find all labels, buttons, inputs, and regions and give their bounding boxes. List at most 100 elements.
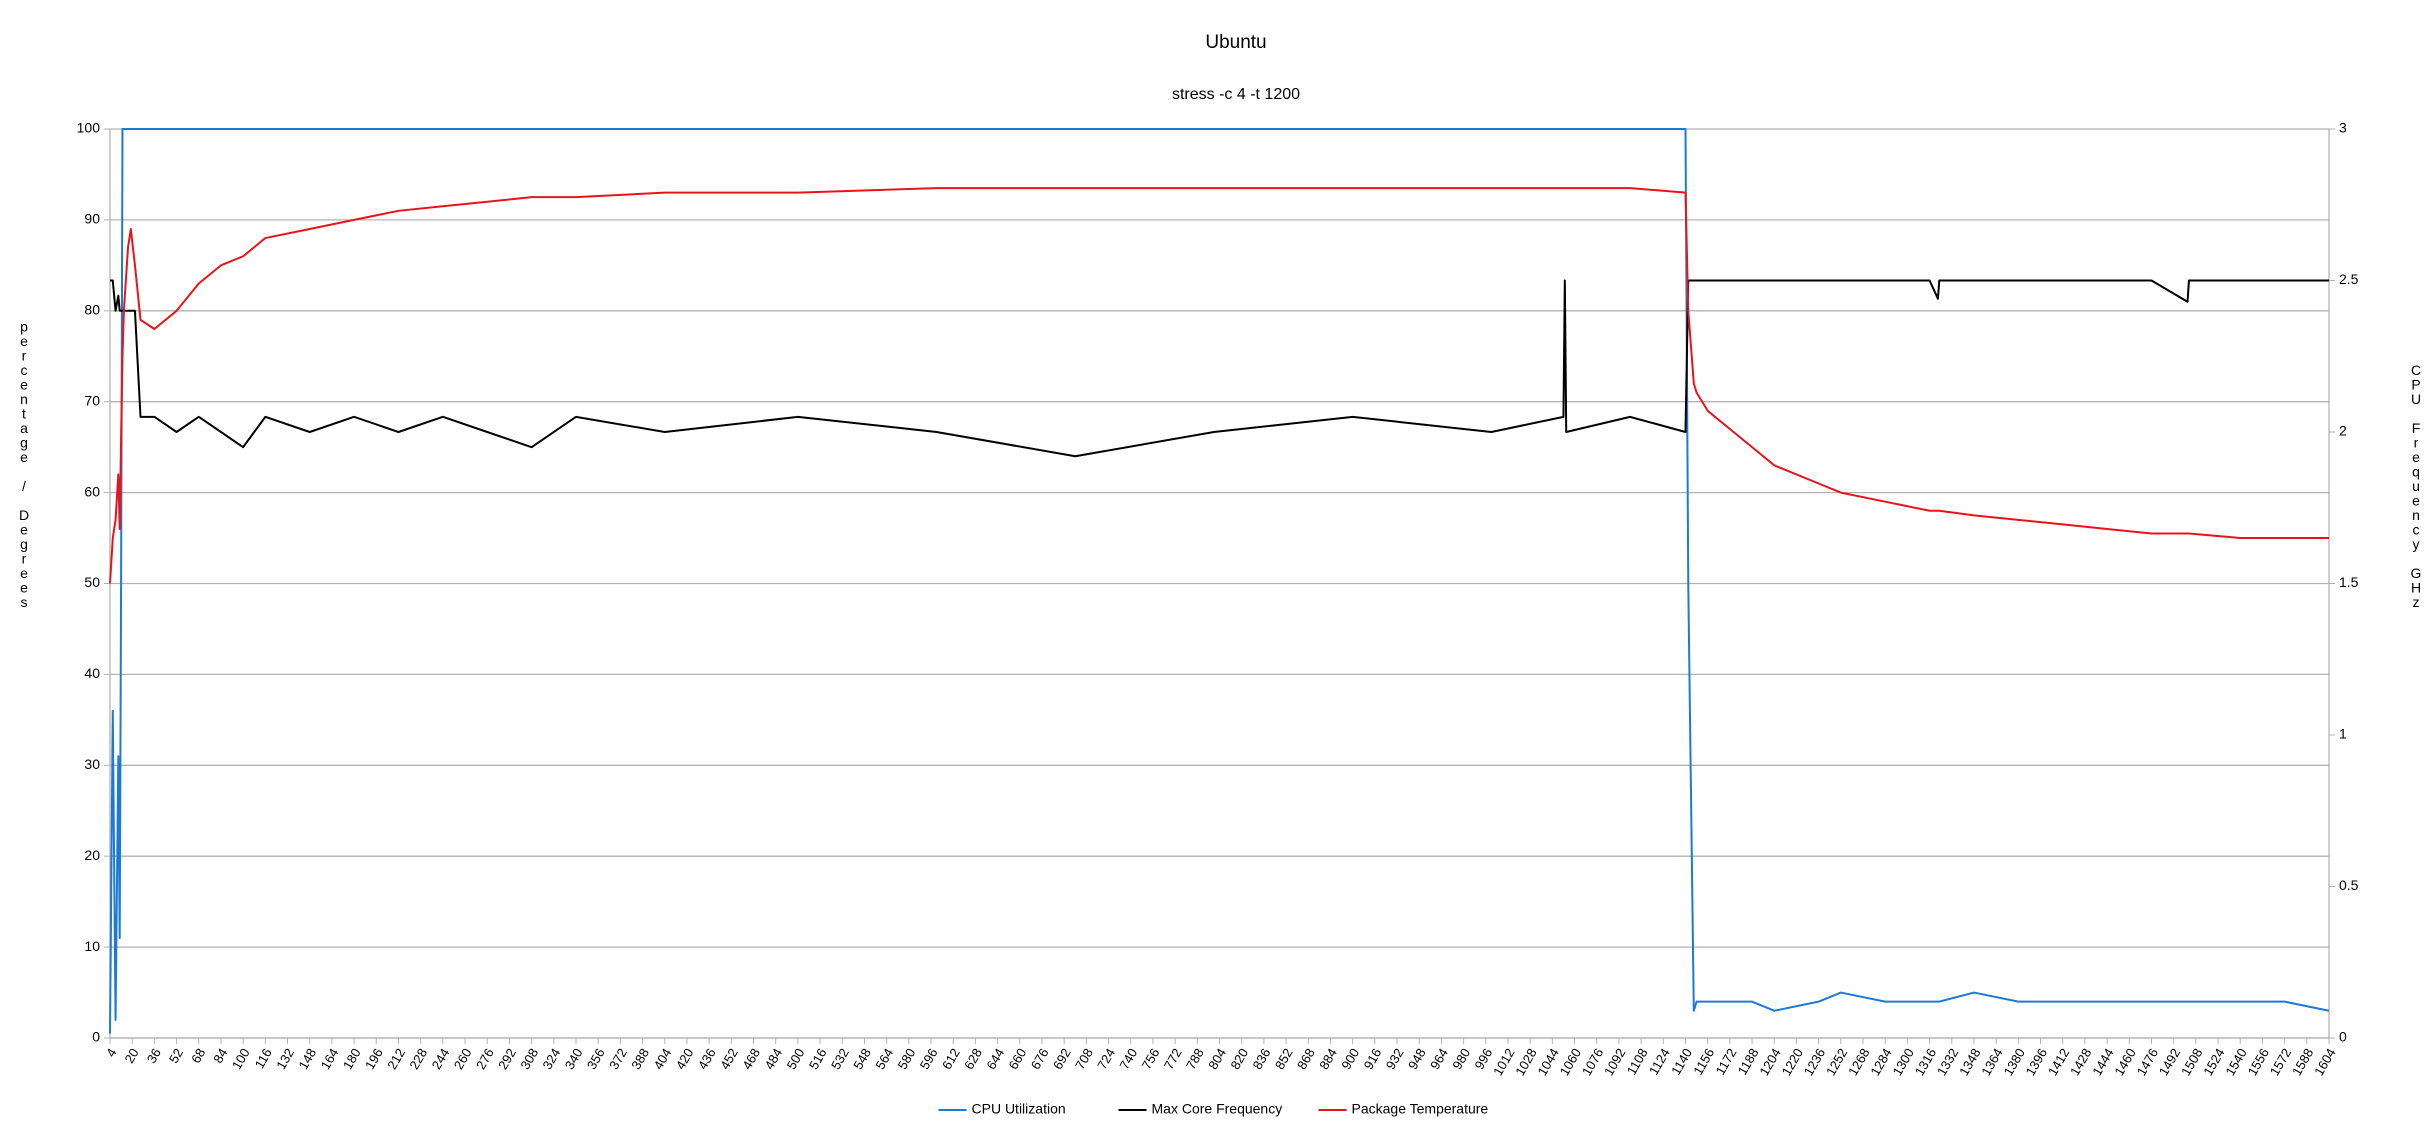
x-tick-label: 772 (1161, 1046, 1185, 1072)
x-tick-label: 1444 (2089, 1046, 2116, 1079)
x-tick-label: 1508 (2178, 1046, 2205, 1079)
x-tick-label: 1028 (1512, 1046, 1539, 1079)
x-tick-label: 724 (1094, 1046, 1118, 1072)
series-line (110, 279, 2329, 458)
x-tick-label: 500 (784, 1046, 808, 1072)
y-tick-label: 0 (92, 1029, 100, 1045)
x-tick-label: 820 (1227, 1046, 1251, 1072)
x-tick-label: 612 (939, 1046, 963, 1072)
x-tick-label: 644 (983, 1046, 1007, 1072)
x-tick-label: 340 (562, 1046, 586, 1072)
y2-tick-label: 1 (2339, 726, 2347, 742)
x-tick-label: 404 (650, 1046, 674, 1072)
x-tick-label: 1236 (1801, 1046, 1828, 1079)
x-tick-label: 1188 (1735, 1046, 1762, 1078)
x-tick-label: 1252 (1823, 1046, 1850, 1079)
legend-label: Package Temperature (1352, 1101, 1489, 1117)
x-tick-label: 468 (739, 1046, 763, 1072)
y2-tick-label: 3 (2339, 120, 2347, 136)
x-tick-label: 244 (429, 1046, 453, 1072)
series-line (109, 187, 2329, 584)
x-tick-label: 564 (872, 1046, 896, 1072)
x-tick-label: 68 (188, 1046, 208, 1066)
x-tick-label: 948 (1405, 1046, 1429, 1072)
legend-label: Max Core Frequency (1152, 1101, 1283, 1117)
series-line (109, 128, 2330, 1034)
x-tick-label: 436 (695, 1046, 719, 1072)
x-tick-label: 228 (406, 1046, 430, 1072)
x-tick-label: 1492 (2156, 1046, 2183, 1079)
x-tick-label: 1556 (2245, 1046, 2272, 1079)
x-tick-label: 756 (1139, 1046, 1163, 1072)
x-tick-label: 356 (584, 1046, 608, 1072)
legend-label: CPU Utilization (972, 1101, 1066, 1117)
x-tick-label: 1572 (2267, 1046, 2294, 1079)
x-tick-label: 516 (806, 1046, 830, 1072)
x-tick-label: 916 (1361, 1046, 1385, 1072)
y2-tick-label: 1.5 (2339, 574, 2359, 590)
x-tick-label: 676 (1028, 1046, 1052, 1072)
x-tick-label: 1204 (1756, 1046, 1783, 1079)
y-tick-label: 90 (84, 211, 100, 227)
y-tick-label: 20 (84, 847, 100, 863)
y-tick-label: 40 (84, 665, 100, 681)
y-tick-label: 80 (84, 302, 100, 318)
y-tick-label: 70 (84, 392, 100, 408)
x-tick-label: 1124 (1646, 1046, 1673, 1078)
x-tick-label: 420 (673, 1046, 697, 1072)
x-tick-label: 836 (1250, 1046, 1274, 1072)
x-tick-label: 100 (229, 1046, 253, 1072)
x-tick-label: 1364 (1978, 1046, 2005, 1079)
x-tick-label: 1460 (2111, 1046, 2138, 1079)
chart-title: Ubuntu (1205, 32, 1266, 53)
x-tick-label: 964 (1427, 1046, 1451, 1072)
x-tick-label: 36 (144, 1046, 164, 1066)
x-tick-label: 1268 (1845, 1046, 1872, 1079)
y2-tick-label: 0 (2339, 1029, 2347, 1045)
x-tick-label: 804 (1205, 1046, 1229, 1072)
x-tick-label: 52 (166, 1046, 186, 1066)
x-tick-label: 1092 (1601, 1046, 1628, 1079)
x-tick-label: 324 (540, 1046, 564, 1072)
x-tick-label: 372 (606, 1046, 630, 1072)
y-tick-label: 60 (84, 483, 100, 499)
y-tick-label: 30 (84, 756, 100, 772)
x-tick-label: 484 (761, 1046, 785, 1072)
x-tick-label: 900 (1338, 1046, 1362, 1072)
x-tick-label: 1476 (2134, 1046, 2161, 1079)
x-tick-label: 1060 (1557, 1046, 1584, 1079)
y-tick-label: 10 (84, 938, 100, 954)
x-tick-label: 1380 (2000, 1046, 2027, 1079)
x-tick-label: 1108 (1624, 1046, 1651, 1078)
x-tick-label: 1428 (2067, 1046, 2094, 1079)
x-tick-label: 292 (495, 1046, 519, 1072)
x-tick-label: 132 (273, 1046, 297, 1072)
y2-tick-label: 0.5 (2339, 877, 2359, 893)
x-tick-label: 868 (1294, 1046, 1318, 1072)
x-tick-label: 388 (628, 1046, 652, 1072)
x-tick-label: 148 (295, 1046, 319, 1072)
x-tick-label: 692 (1050, 1046, 1074, 1072)
x-tick-label: 980 (1449, 1046, 1473, 1072)
x-tick-label: 164 (318, 1046, 342, 1072)
y-tick-label: 100 (77, 120, 101, 136)
x-tick-label: 1012 (1490, 1046, 1517, 1079)
x-tick-label: 788 (1183, 1046, 1207, 1072)
x-tick-label: 1076 (1579, 1046, 1606, 1079)
x-tick-label: 1412 (2045, 1046, 2072, 1079)
x-tick-label: 1172 (1712, 1046, 1739, 1078)
x-tick-label: 548 (850, 1046, 874, 1072)
x-tick-label: 1284 (1867, 1046, 1894, 1079)
x-tick-label: 884 (1316, 1046, 1340, 1072)
x-tick-label: 532 (828, 1046, 852, 1072)
x-tick-label: 852 (1272, 1046, 1296, 1072)
x-tick-label: 1524 (2200, 1046, 2227, 1079)
x-tick-label: 1396 (2023, 1046, 2050, 1079)
x-tick-label: 1156 (1690, 1046, 1717, 1078)
x-tick-label: 1332 (1934, 1046, 1961, 1079)
x-tick-label: 1588 (2289, 1046, 2316, 1079)
x-tick-label: 452 (717, 1046, 741, 1072)
